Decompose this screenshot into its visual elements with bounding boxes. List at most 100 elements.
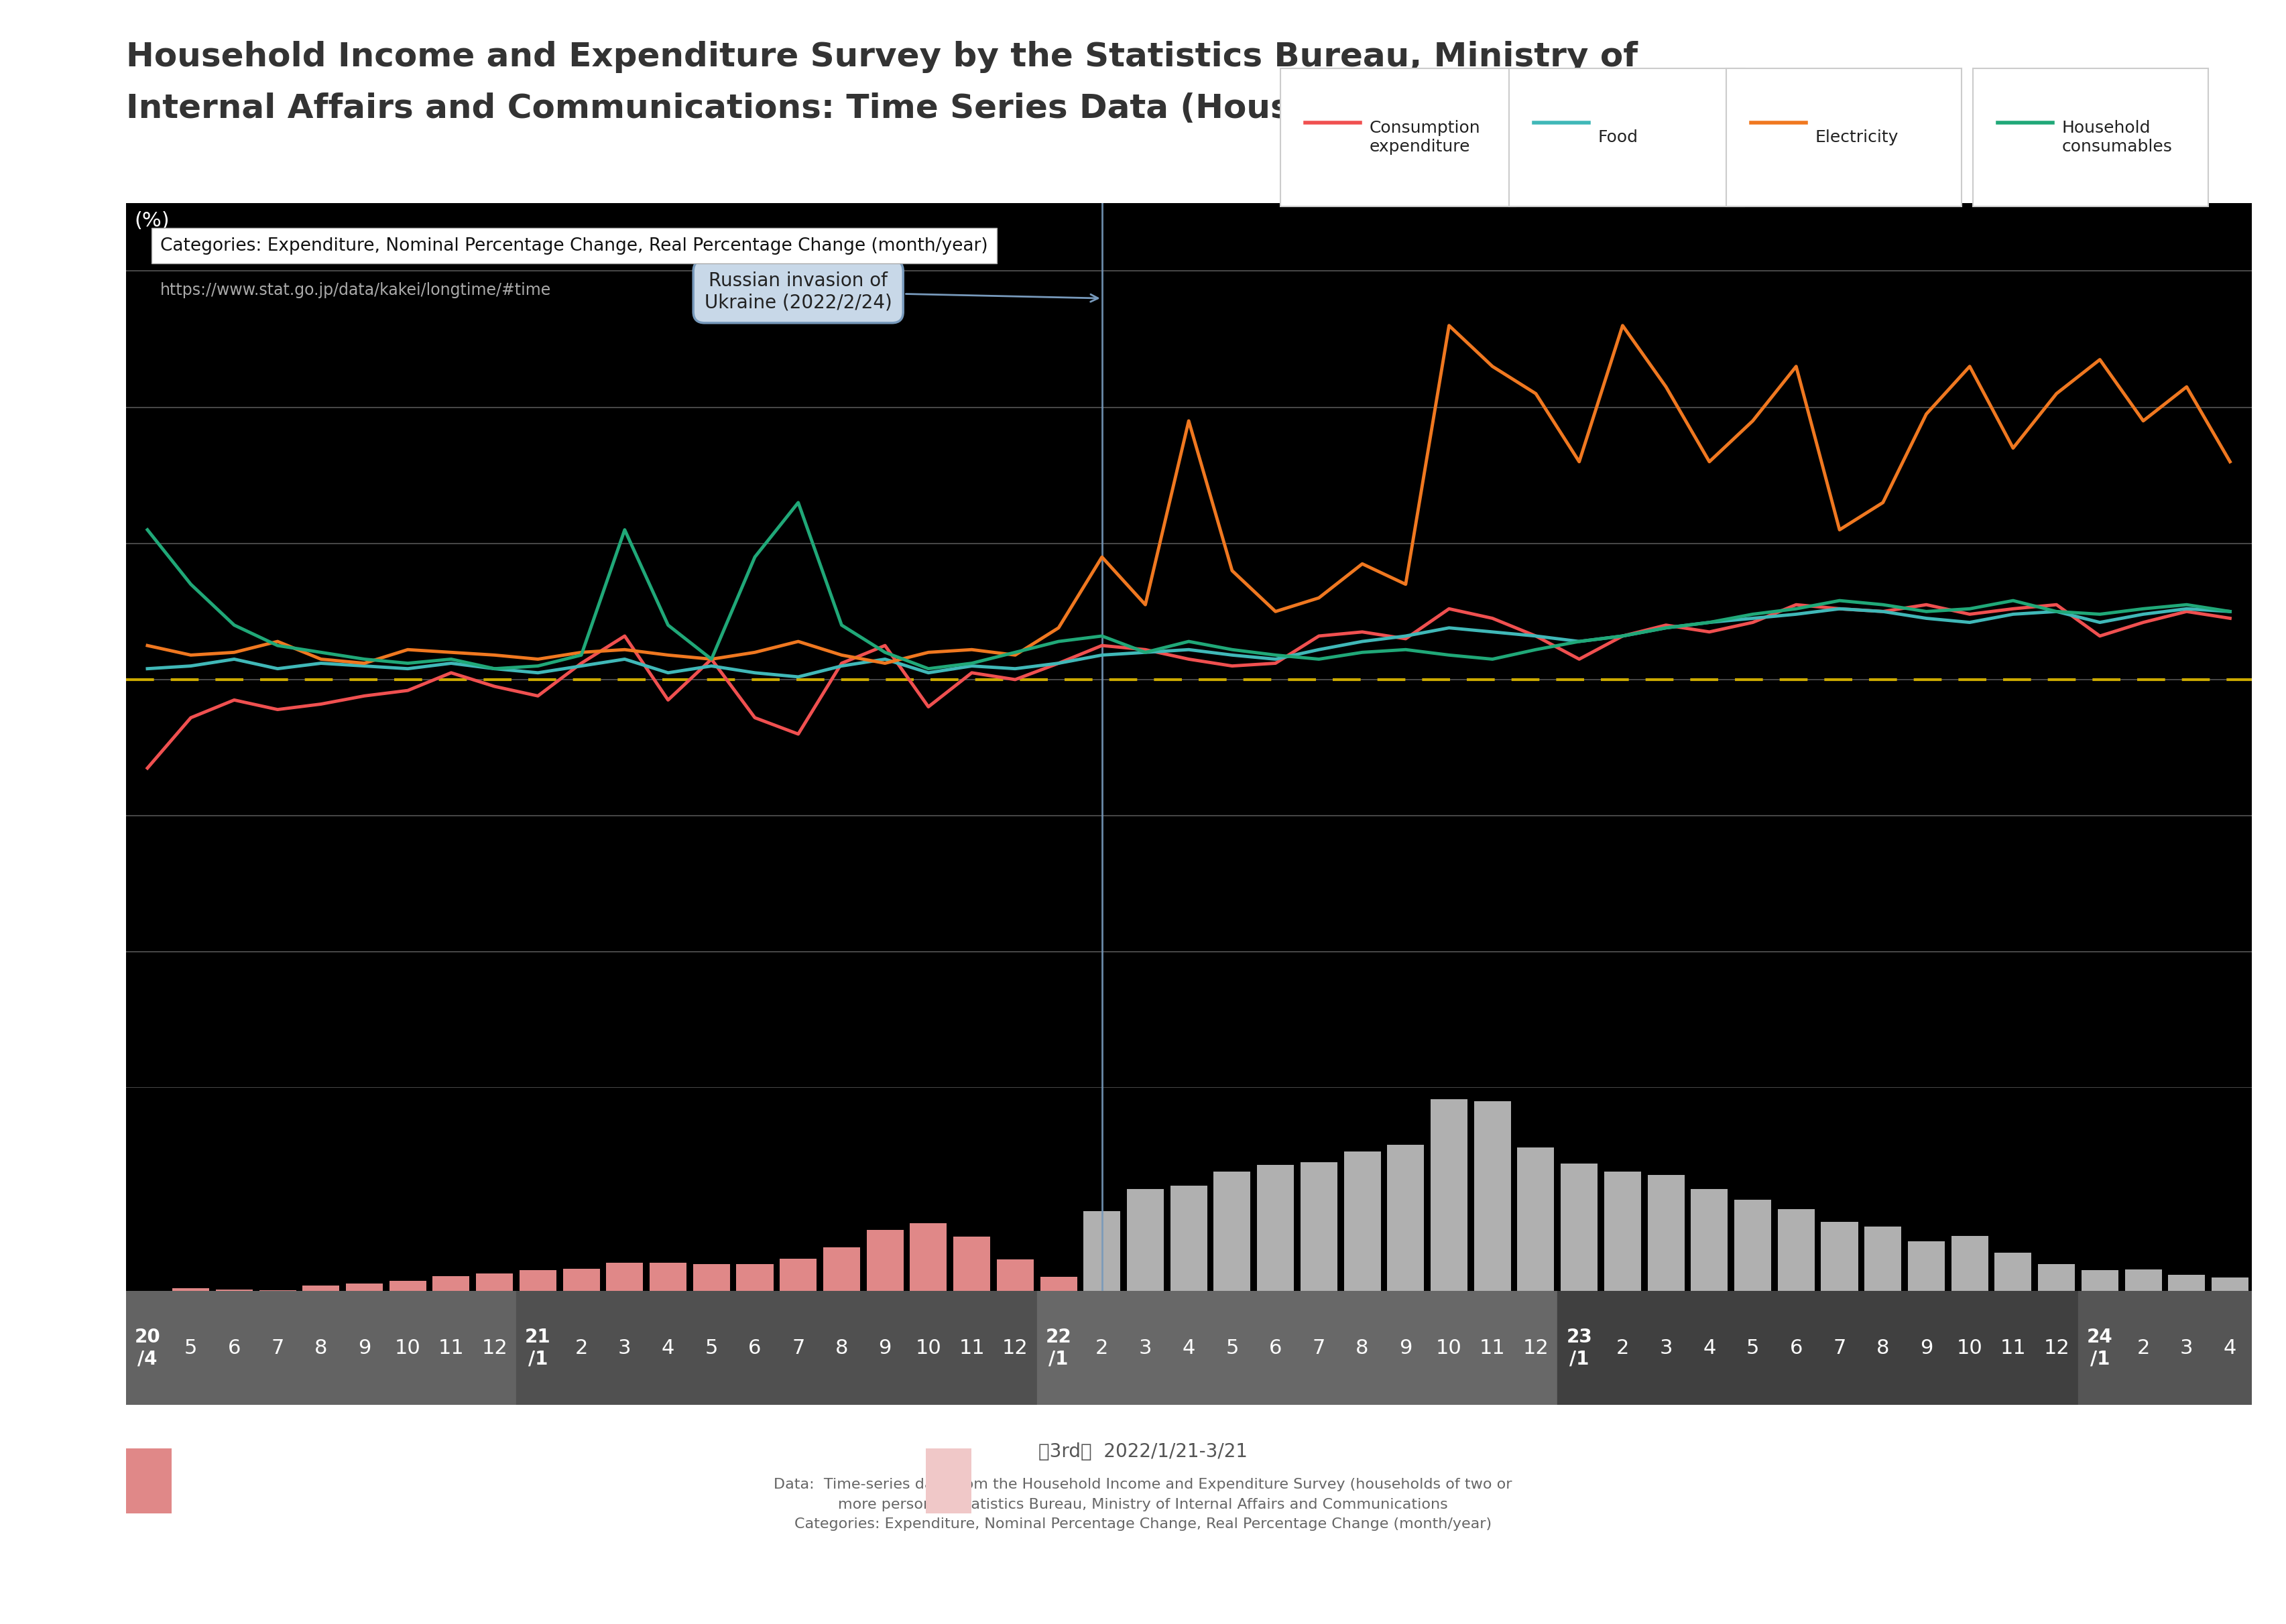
Text: 22
/1: 22 /1 [1045,1328,1072,1367]
Text: 6: 6 [229,1338,240,1358]
Text: Household
consumables: Household consumables [2062,120,2172,154]
Bar [866,1229,903,1291]
Text: 2: 2 [1616,1338,1630,1358]
Bar [1822,1221,1859,1291]
Bar [1735,1200,1772,1291]
Bar [1038,1291,1557,1405]
Text: 9: 9 [878,1338,892,1358]
Text: 7: 7 [1312,1338,1326,1358]
Text: Consumption
expenditure: Consumption expenditure [1369,120,1481,154]
Bar [1605,1288,1641,1291]
Text: 12: 12 [1001,1338,1029,1358]
Bar [1561,1288,1598,1291]
Bar [1648,1176,1685,1291]
Bar [2167,1275,2206,1291]
Bar [345,1283,382,1291]
Bar [1779,1208,1815,1291]
Text: 3: 3 [1138,1338,1152,1358]
Bar [910,1223,946,1291]
Bar [693,1263,729,1291]
Bar [432,1276,469,1291]
Bar [1040,1276,1077,1291]
Text: Electricity: Electricity [1815,130,1897,145]
Bar [1170,1205,1207,1291]
Bar [953,1237,990,1291]
Bar [2039,1263,2076,1291]
Text: 11: 11 [1479,1338,1506,1358]
Text: 8: 8 [1877,1338,1891,1358]
Text: 7: 7 [791,1338,805,1358]
Bar [1127,1189,1164,1291]
Bar [1257,1164,1294,1291]
Text: 8: 8 [315,1338,327,1358]
Text: 20
/4: 20 /4 [135,1328,160,1367]
Bar [517,1291,1038,1405]
Bar [171,1288,210,1291]
Bar [1301,1255,1337,1291]
Bar [2083,1270,2119,1291]
Bar [1474,1101,1511,1291]
Bar [1431,1099,1468,1291]
Bar [780,1259,816,1291]
Bar [1996,1288,2032,1291]
Bar [1388,1145,1424,1291]
Text: 10: 10 [1957,1338,1982,1358]
Text: 6: 6 [748,1338,761,1358]
Text: https://www.stat.go.jp/data/kakei/longtime/#time: https://www.stat.go.jp/data/kakei/longti… [160,283,551,299]
Text: 9: 9 [1399,1338,1413,1358]
Text: 6: 6 [1790,1338,1804,1358]
Text: 4: 4 [2224,1338,2236,1358]
Text: 10: 10 [1436,1338,1463,1358]
Text: 2: 2 [1095,1338,1109,1358]
Bar [562,1268,599,1291]
Text: 23
/1: 23 /1 [1566,1328,1591,1367]
Bar [1557,1291,2078,1405]
Bar [1214,1171,1250,1291]
Text: 21
/1: 21 /1 [526,1328,551,1367]
Bar [389,1281,425,1291]
Bar [2078,1291,2252,1405]
Text: 9: 9 [359,1338,370,1358]
Text: 2: 2 [2137,1338,2149,1358]
Bar [1648,1289,1685,1291]
Text: 11: 11 [439,1338,464,1358]
Text: 12: 12 [482,1338,507,1358]
Bar [1952,1236,1989,1291]
Text: 2: 2 [574,1338,588,1358]
Text: Data:  Time-series data from the Household Income and Expenditure Survey (househ: Data: Time-series data from the Househol… [773,1478,1513,1531]
Bar [1127,1215,1164,1291]
Bar [475,1273,512,1291]
Text: 12: 12 [1522,1338,1550,1358]
Text: 3: 3 [2181,1338,2192,1358]
Bar [1388,1285,1424,1291]
Text: 3: 3 [1660,1338,1673,1358]
Bar [649,1263,686,1291]
Text: 11: 11 [958,1338,985,1358]
Bar [1214,1215,1250,1291]
Bar [1605,1171,1641,1291]
Text: 3: 3 [617,1338,631,1358]
Bar [2211,1278,2249,1291]
Bar [1865,1226,1902,1291]
Text: (%): (%) [135,211,169,231]
Text: Russian invasion of
Ukraine (2022/2/24): Russian invasion of Ukraine (2022/2/24) [704,271,1097,312]
Text: 7: 7 [1833,1338,1847,1358]
Text: 10: 10 [914,1338,942,1358]
Text: 9: 9 [1920,1338,1932,1358]
Bar [1344,1273,1381,1291]
Bar [1344,1151,1381,1291]
Text: 24
/1: 24 /1 [2087,1328,2112,1367]
Bar [823,1247,860,1291]
Bar [736,1265,773,1291]
Text: 7: 7 [272,1338,283,1358]
Text: 4: 4 [1703,1338,1717,1358]
Bar [519,1270,555,1291]
Text: 5: 5 [185,1338,197,1358]
Text: Food: Food [1598,130,1639,145]
Text: 4: 4 [661,1338,674,1358]
Bar [1301,1163,1337,1291]
Text: Internal Affairs and Communications: Time Series Data (Households of 2+ People): Internal Affairs and Communications: Tim… [126,93,1682,125]
Text: 【3rd】  2022/1/21-3/21: 【3rd】 2022/1/21-3/21 [1038,1442,1248,1462]
Bar [2124,1270,2163,1291]
Text: 6: 6 [1269,1338,1282,1358]
